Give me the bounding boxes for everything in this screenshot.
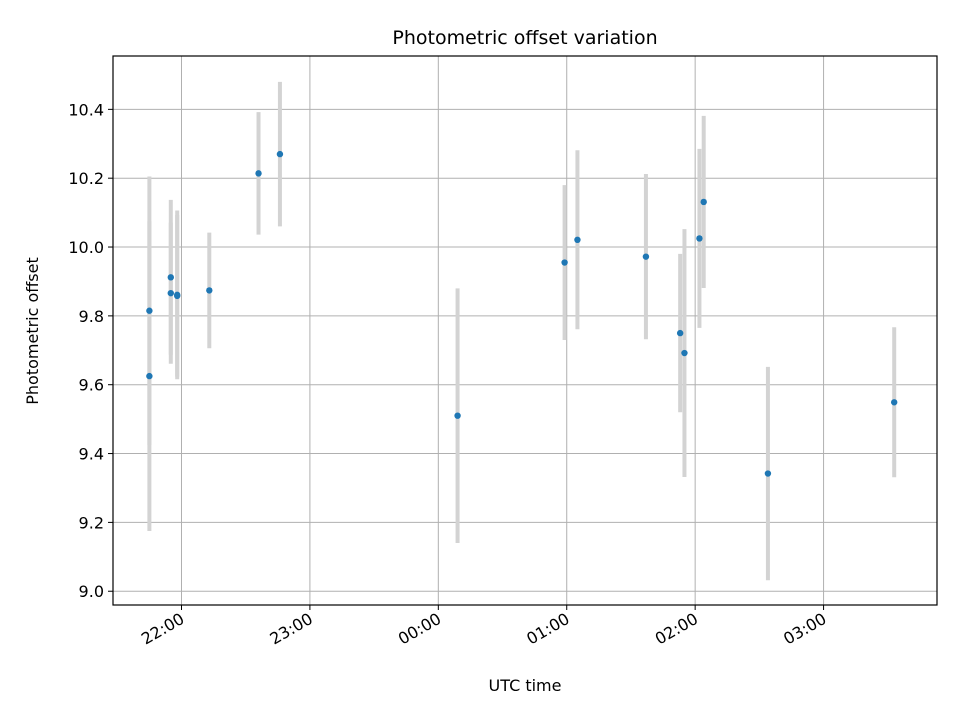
data-point (561, 259, 568, 266)
data-point (681, 349, 688, 357)
x-axis-label: UTC time (489, 676, 562, 695)
data-point (255, 170, 262, 177)
data-point (454, 412, 461, 419)
y-tick-label: 9.4 (79, 445, 104, 464)
data-point (574, 236, 581, 244)
data-point (642, 253, 650, 260)
y-axis-label: Photometric offset (23, 257, 42, 405)
point-layer (146, 150, 898, 477)
data-point (764, 470, 772, 477)
data-point (696, 235, 703, 242)
data-point (206, 287, 213, 294)
y-tick-label: 10.0 (68, 238, 104, 257)
data-point (890, 399, 898, 406)
data-point (167, 274, 174, 281)
data-point (146, 307, 153, 314)
plot-frame (112, 55, 938, 606)
y-tick-label: 9.2 (79, 513, 104, 532)
data-point (146, 372, 153, 380)
data-point (276, 150, 284, 158)
data-point (700, 198, 707, 206)
y-tick-label: 10.4 (68, 100, 104, 119)
y-tick-label: 9.8 (79, 307, 104, 326)
y-tick-label: 9.0 (79, 582, 104, 601)
y-tick-label: 10.2 (68, 169, 104, 188)
chart-title: Photometric offset variation (392, 27, 657, 49)
grid-layer (113, 56, 937, 605)
data-point (676, 329, 684, 337)
y-tick-label: 9.6 (79, 376, 104, 395)
data-point (167, 289, 174, 297)
data-point (174, 292, 181, 300)
